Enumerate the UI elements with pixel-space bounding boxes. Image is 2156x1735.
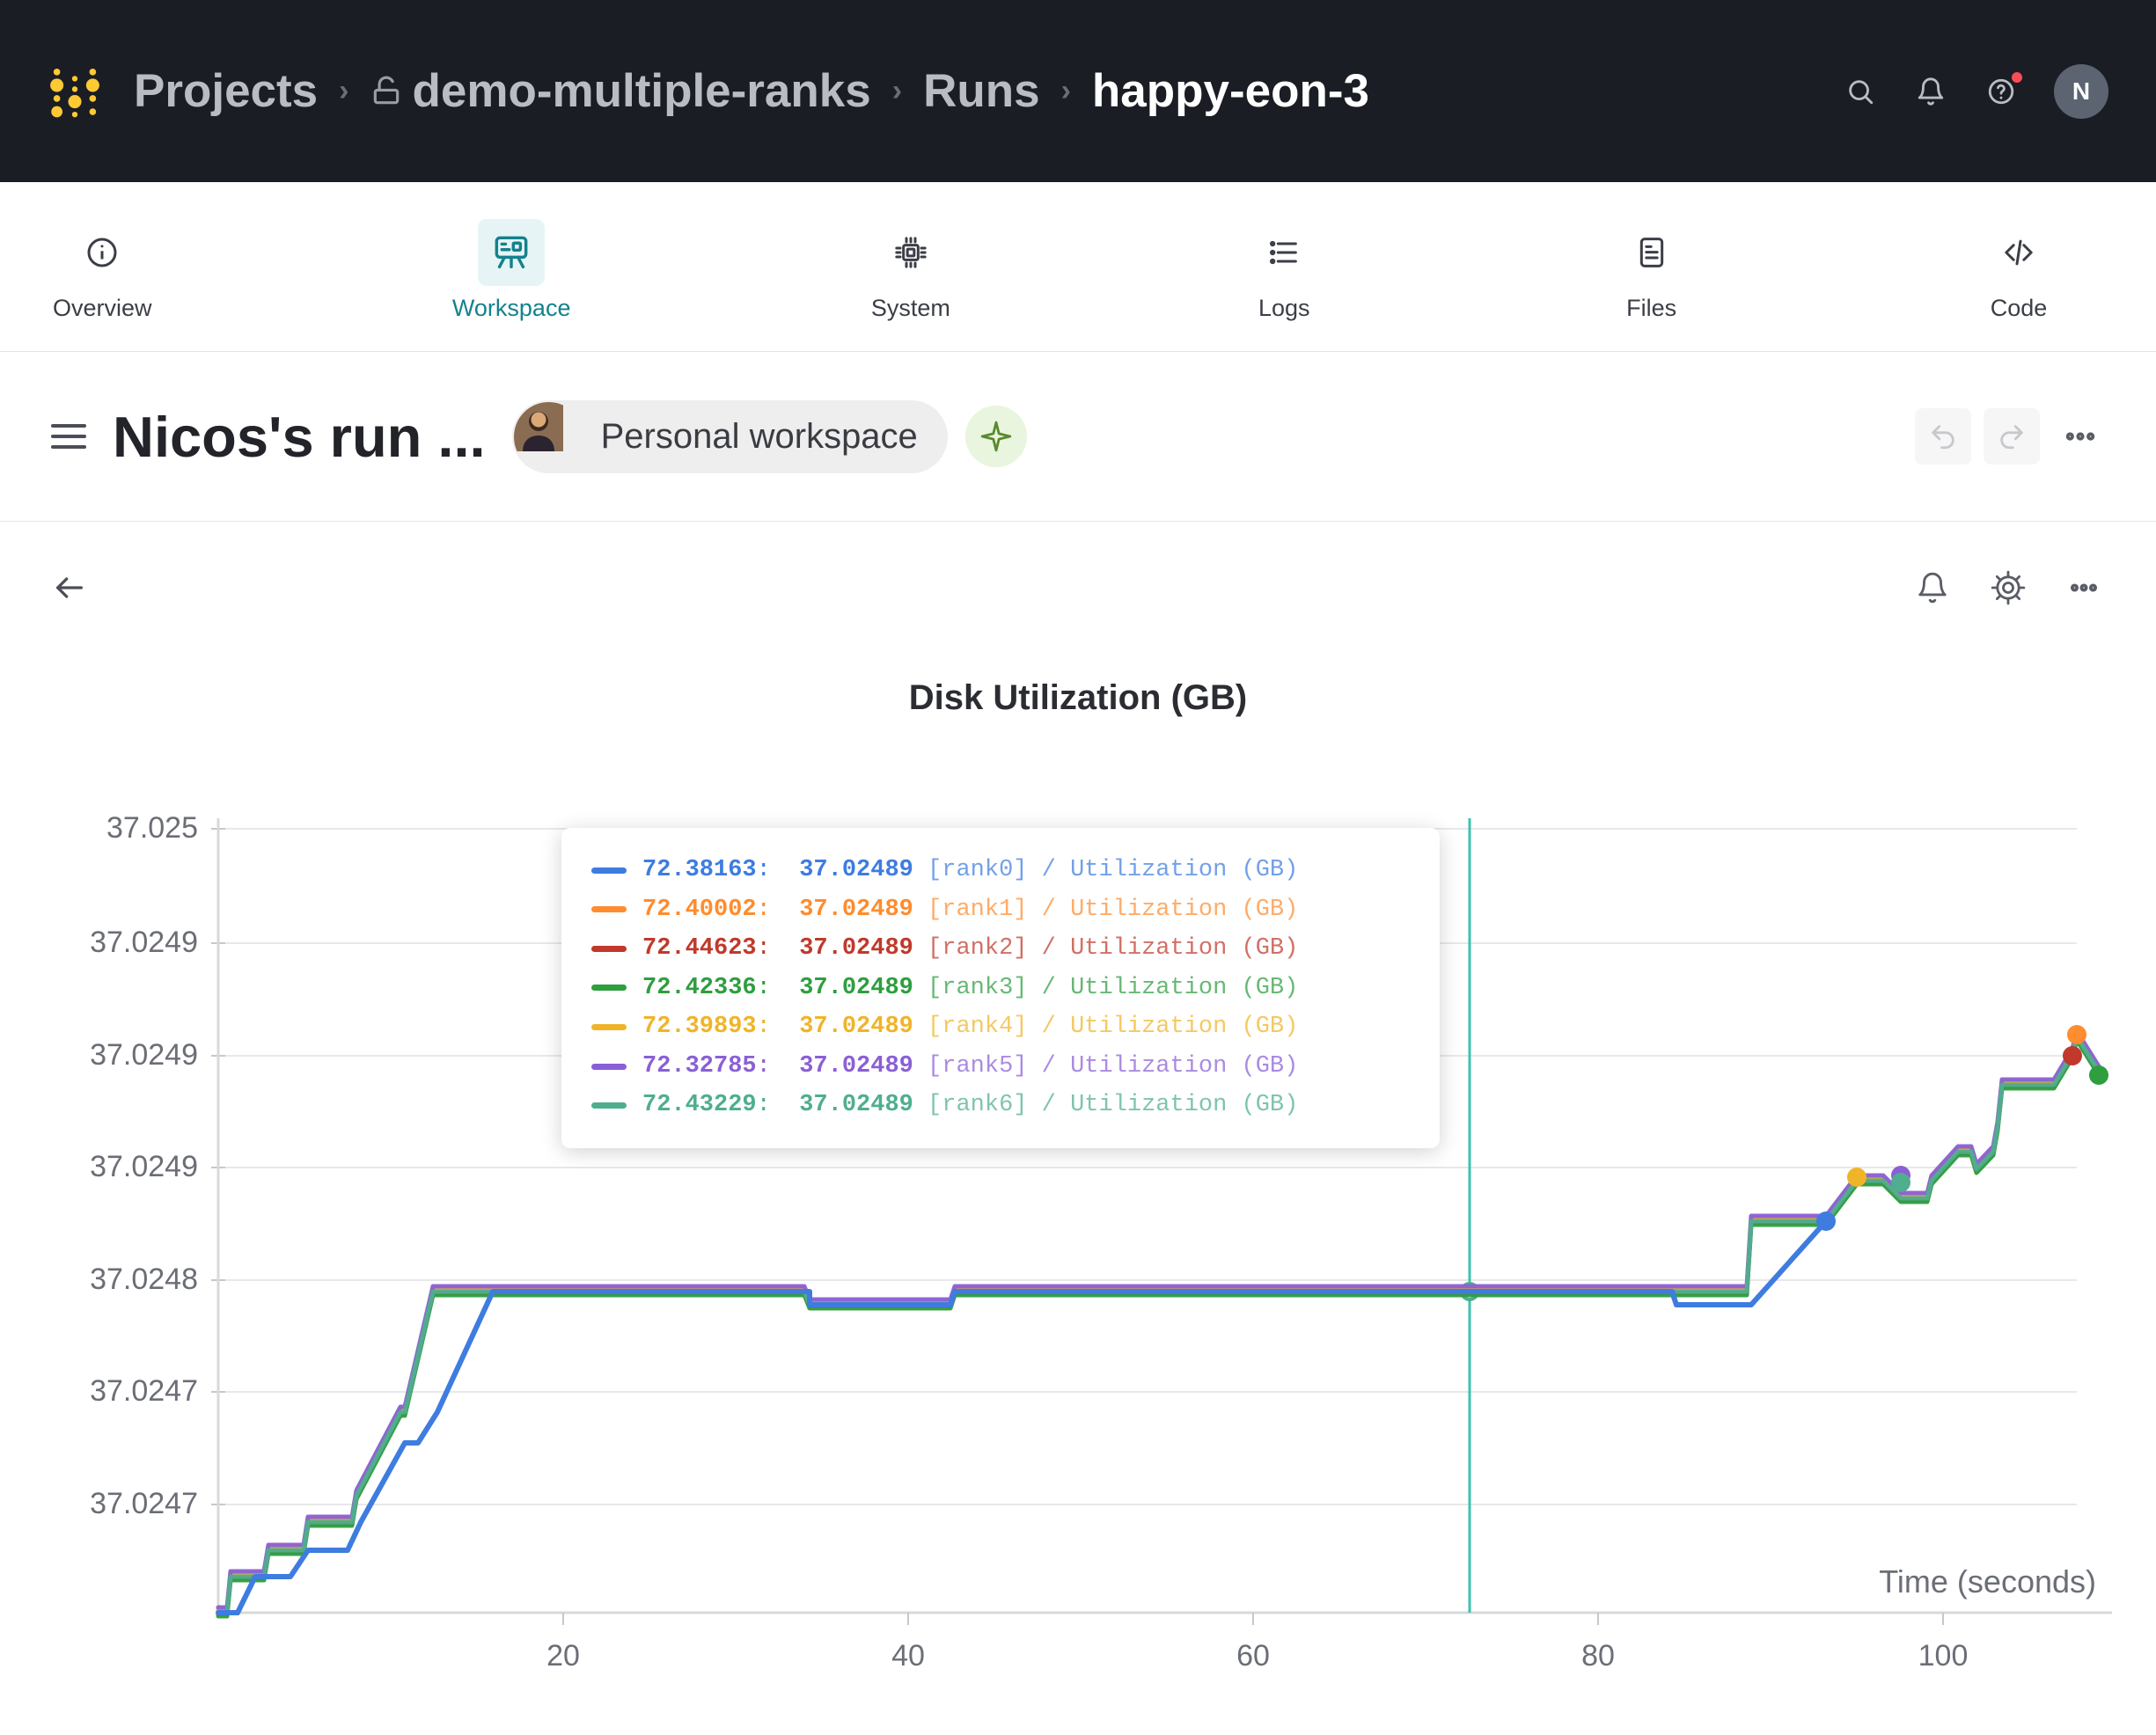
svg-text:37.0249: 37.0249: [90, 1038, 198, 1072]
svg-text:20: 20: [546, 1639, 580, 1673]
svg-text:37.0249: 37.0249: [90, 926, 198, 959]
svg-text:80: 80: [1581, 1639, 1615, 1673]
svg-text:37.0248: 37.0248: [90, 1263, 198, 1296]
svg-text:37.0249: 37.0249: [90, 1150, 198, 1183]
svg-text:37.0247: 37.0247: [90, 1374, 198, 1408]
svg-text:37.0247: 37.0247: [90, 1487, 198, 1520]
svg-text:37.025: 37.025: [106, 811, 198, 845]
svg-text:100: 100: [1918, 1639, 1969, 1673]
svg-text:40: 40: [891, 1639, 925, 1673]
svg-text:60: 60: [1236, 1639, 1270, 1673]
svg-text:Time (seconds): Time (seconds): [1879, 1563, 2096, 1600]
